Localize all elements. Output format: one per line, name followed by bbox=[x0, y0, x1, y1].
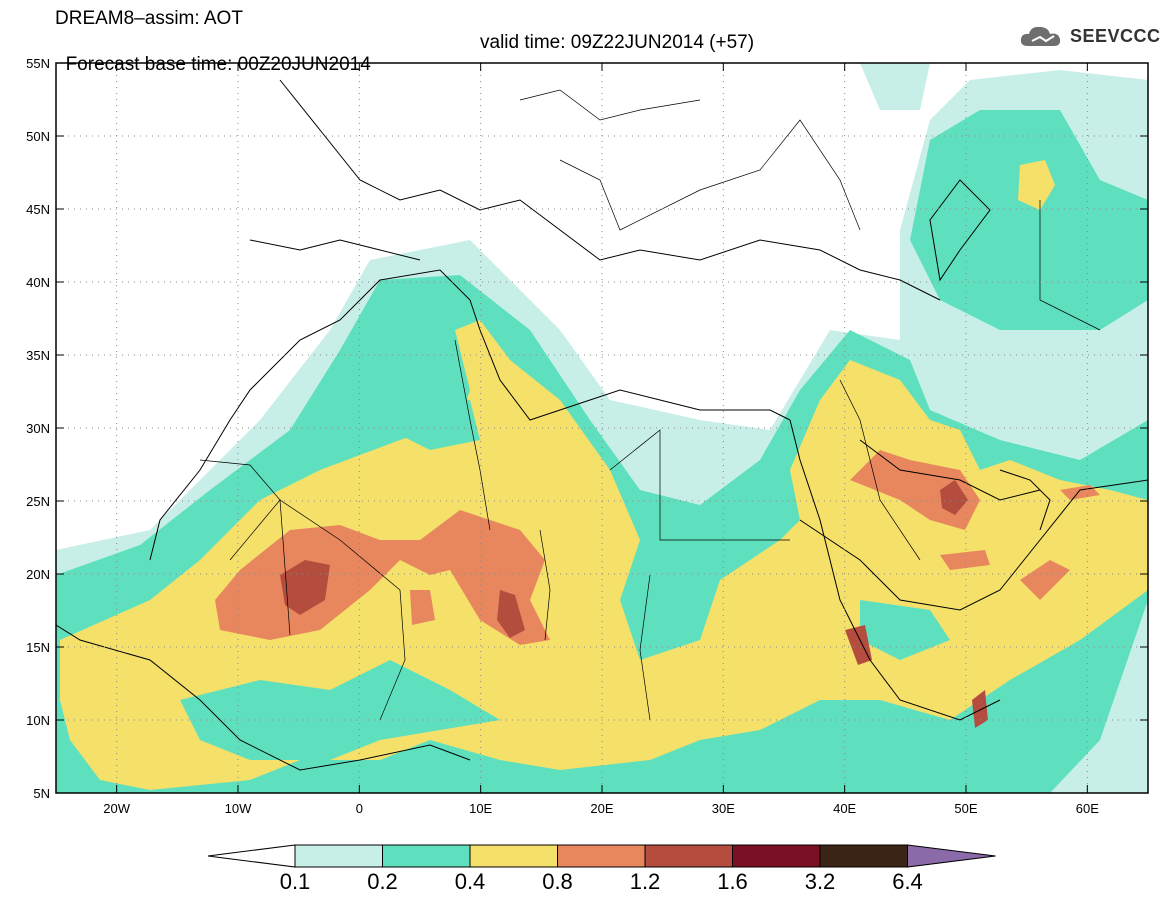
colorbar-bin-1 bbox=[382, 844, 471, 868]
lon-tick-label: 10W bbox=[225, 801, 252, 816]
lon-tick-label: 30E bbox=[712, 801, 735, 816]
colorbar-bin-5 bbox=[732, 844, 821, 868]
lat-tick-label: 35N bbox=[26, 348, 50, 363]
aot-band-0.4 bbox=[60, 320, 1148, 790]
colorbar-label: 6.4 bbox=[892, 869, 923, 894]
forecast-times: Forecast base time: 00Z20JUN2014 valid t… bbox=[55, 32, 755, 98]
colorbar-bin-3 bbox=[557, 844, 646, 868]
map-title: DREAM8–assim: AOT bbox=[55, 8, 243, 29]
lat-tick-label: 20N bbox=[26, 567, 50, 582]
colorbar-high-arrow bbox=[907, 844, 996, 868]
valid-time: valid time: 09Z22JUN2014 (+57) bbox=[480, 32, 755, 53]
lat-tick-label: 25N bbox=[26, 494, 50, 509]
lon-tick-label: 60E bbox=[1076, 801, 1099, 816]
colorbar-label: 1.6 bbox=[717, 869, 748, 894]
colorbar-low-arrow bbox=[207, 844, 296, 868]
lat-tick-label: 10N bbox=[26, 713, 50, 728]
colorbar-label: 0.8 bbox=[542, 869, 573, 894]
axis-ticks: 20W 10W 0 10E 20E 30E 40E 50E 60E 55N 50N 45N 40N 35N… bbox=[26, 56, 1148, 816]
lon-tick-label: 10E bbox=[469, 801, 492, 816]
lon-tick-label: 40E bbox=[833, 801, 856, 816]
country-borders bbox=[199, 89, 1101, 721]
lon-tick-label: 0 bbox=[356, 801, 363, 816]
seevccc-logo: SEEVCCC bbox=[1018, 22, 1161, 52]
lat-tick-label: 40N bbox=[26, 275, 50, 290]
colorbar-label: 1.2 bbox=[630, 869, 661, 894]
lat-tick-label: 45N bbox=[26, 202, 50, 217]
lat-tick-label: 55N bbox=[26, 56, 50, 71]
colorbar-bin-6 bbox=[819, 844, 908, 868]
lat-tick-label: 5N bbox=[33, 786, 50, 801]
lon-tick-label: 20W bbox=[103, 801, 130, 816]
lon-tick-label: 20E bbox=[590, 801, 613, 816]
lat-tick-label: 30N bbox=[26, 421, 50, 436]
coastlines bbox=[56, 79, 1148, 771]
lat-tick-label: 50N bbox=[26, 129, 50, 144]
lat-tick-label: 15N bbox=[26, 640, 50, 655]
lon-tick-label: 50E bbox=[954, 801, 977, 816]
colorbar-label: 3.2 bbox=[805, 869, 836, 894]
aot-field bbox=[56, 63, 1148, 793]
colorbar-bin-0 bbox=[294, 844, 383, 868]
logo-text: SEEVCCC bbox=[1070, 26, 1161, 46]
aot-band-1.2 bbox=[280, 560, 330, 615]
colorbar-label: 0.4 bbox=[455, 869, 486, 894]
colorbar-bin-2 bbox=[469, 844, 558, 868]
colorbar-bin-4 bbox=[644, 844, 733, 868]
colorbar-label: 0.1 bbox=[280, 869, 311, 894]
cloud-icon bbox=[1020, 26, 1061, 46]
forecast-base-time: Forecast base time: 00Z20JUN2014 bbox=[65, 54, 371, 75]
colorbar-label: 0.2 bbox=[367, 869, 398, 894]
